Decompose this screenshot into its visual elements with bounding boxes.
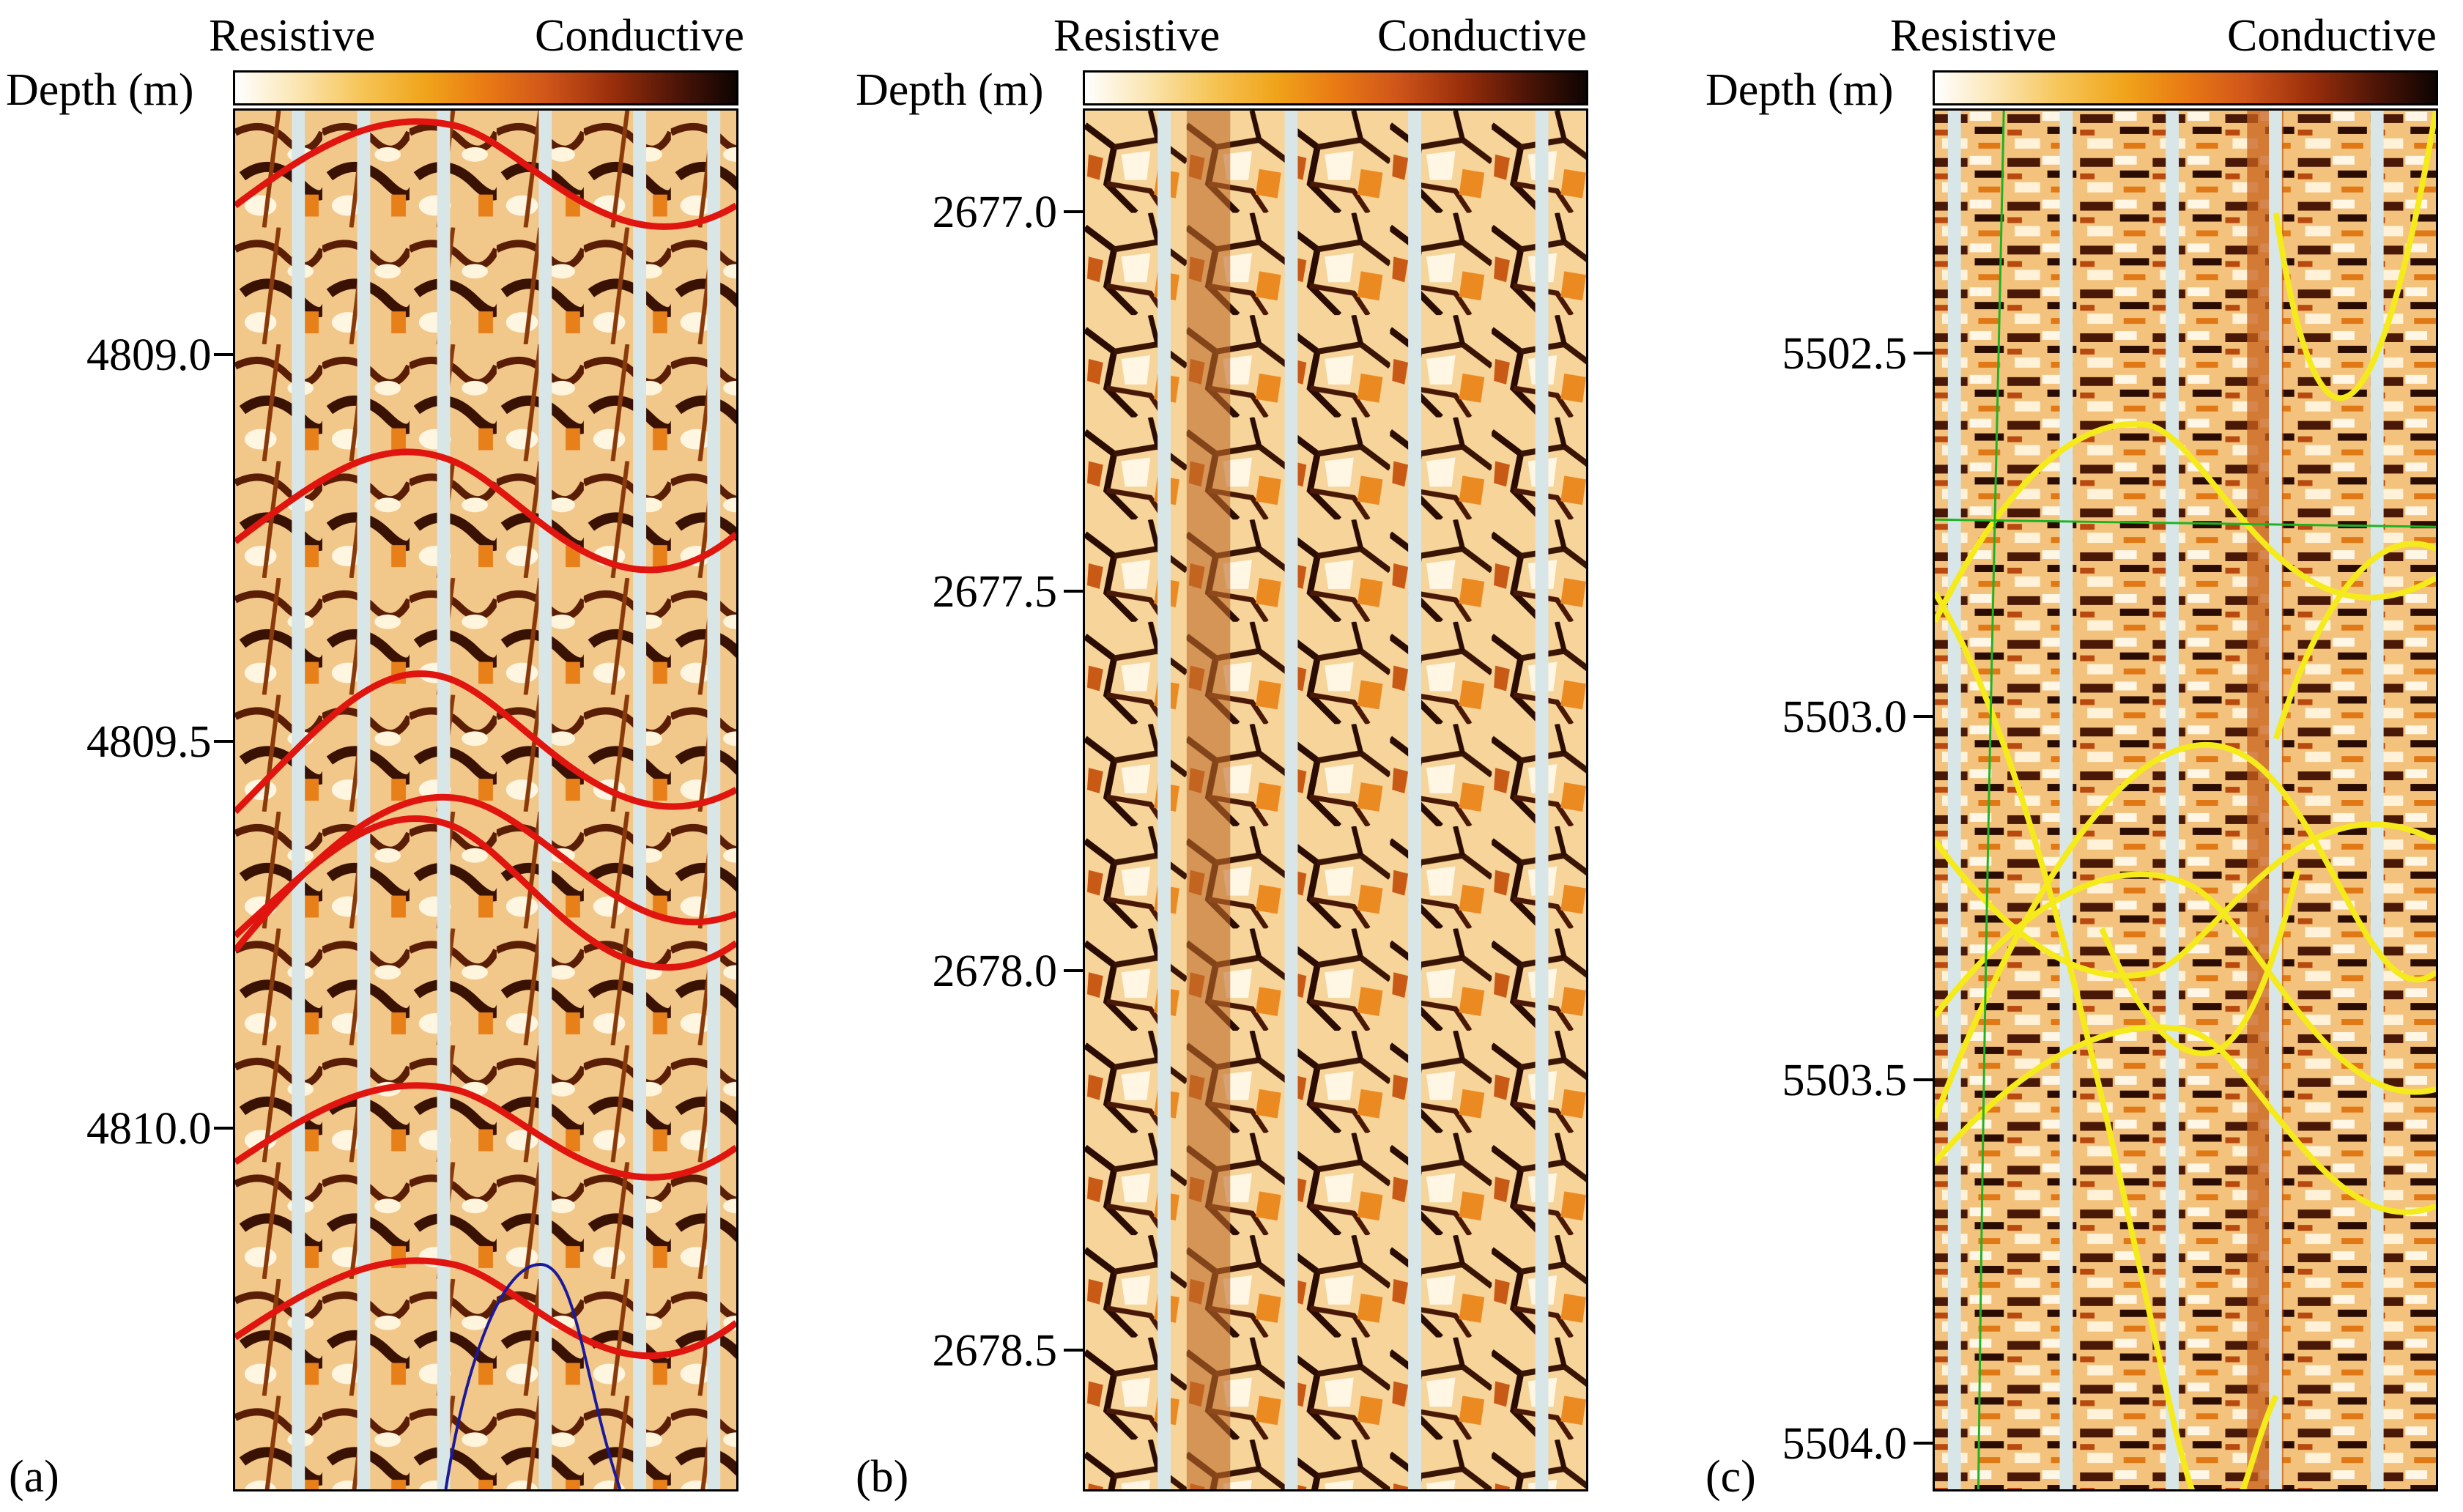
colorbar-label-conductive: Conductive bbox=[2227, 11, 2437, 61]
depth-tick-label: 5502.5 bbox=[1782, 329, 1908, 379]
depth-tick bbox=[1064, 1349, 1083, 1352]
panel-b: Resistive Conductive Depth (m) bbox=[850, 0, 1671, 1512]
depth-tick bbox=[214, 1127, 233, 1130]
colorbar-label-resistive: Resistive bbox=[209, 11, 376, 61]
depth-tick bbox=[1914, 1078, 1933, 1081]
depth-tick bbox=[214, 740, 233, 743]
depth-tick-label: 5503.5 bbox=[1782, 1056, 1908, 1105]
depth-tick-label: 5504.0 bbox=[1782, 1419, 1908, 1469]
panel-letter: (b) bbox=[856, 1452, 909, 1502]
borehole-image-b bbox=[1083, 108, 1588, 1491]
colorbar-label-conductive: Conductive bbox=[535, 11, 744, 61]
depth-tick-label: 4809.0 bbox=[86, 330, 212, 380]
depth-axis-label: Depth (m) bbox=[6, 65, 194, 115]
colorbar-label-conductive: Conductive bbox=[1377, 11, 1587, 61]
depth-tick bbox=[214, 353, 233, 356]
depth-tick-label: 2677.5 bbox=[932, 567, 1058, 617]
depth-axis-label: Depth (m) bbox=[856, 65, 1044, 115]
depth-axis-label: Depth (m) bbox=[1705, 65, 1894, 115]
depth-tick-label: 4809.5 bbox=[86, 717, 212, 767]
borehole-image-c bbox=[1933, 108, 2438, 1491]
colorbar bbox=[1083, 70, 1588, 105]
colorbar bbox=[1933, 70, 2438, 105]
depth-tick bbox=[1914, 715, 1933, 718]
depth-tick-label: 2678.5 bbox=[932, 1326, 1058, 1376]
panel-c: Resistive Conductive Depth (m) bbox=[1700, 0, 2463, 1512]
depth-tick-label: 5503.0 bbox=[1782, 692, 1908, 742]
depth-tick-label: 2678.0 bbox=[932, 946, 1058, 996]
depth-tick bbox=[1914, 352, 1933, 355]
depth-tick-label: 2677.0 bbox=[932, 188, 1058, 237]
colorbar-label-resistive: Resistive bbox=[1053, 11, 1221, 61]
depth-tick bbox=[1064, 590, 1083, 593]
panel-letter: (a) bbox=[9, 1452, 59, 1502]
colorbar-label-resistive: Resistive bbox=[1890, 11, 2057, 61]
colorbar bbox=[233, 70, 738, 105]
depth-tick bbox=[1064, 969, 1083, 972]
depth-tick-label: 4810.0 bbox=[86, 1104, 212, 1154]
depth-tick bbox=[1914, 1442, 1933, 1445]
panel-letter: (c) bbox=[1705, 1452, 1756, 1502]
panel-a: Resistive Conductive Depth (m) bbox=[0, 0, 821, 1512]
borehole-image-a bbox=[233, 108, 738, 1491]
depth-tick bbox=[1064, 210, 1083, 213]
